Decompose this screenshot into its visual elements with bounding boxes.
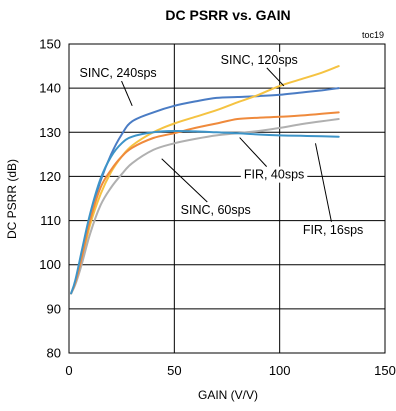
y-tick-label: 150 [39, 37, 61, 52]
y-tick-label: 120 [39, 169, 61, 184]
y-tick-label: 100 [39, 257, 61, 272]
series-line-fir-40sps [70, 111, 340, 295]
annotation-leader-line [266, 67, 285, 87]
annotation-fir-40sps: FIR, 40sps [244, 168, 304, 182]
annotation-background [217, 51, 301, 68]
series-line-fir-16sps [70, 129, 340, 295]
x-axis-label: GAIN (V/V) [198, 388, 258, 402]
x-tick-label: 100 [269, 363, 291, 378]
annotations: SINC, 240sps SINC, 120sps FIR, 40sps SINC, … [76, 51, 367, 238]
series-layer [70, 65, 340, 295]
annotation-leader-line [239, 137, 268, 167]
grid [68, 43, 386, 354]
tick-labels: 80 90 100 110 120 130 140 150 0 50 100 150 [39, 37, 396, 379]
y-tick-label: 110 [40, 213, 61, 228]
series-line-sinc-120sps [70, 65, 340, 295]
annotation-sinc-120sps: SINC, 120sps [221, 53, 298, 67]
annotation-leader-line [314, 143, 332, 222]
annotation-sinc-60sps: SINC, 60sps [181, 203, 251, 217]
x-tick-label: 50 [167, 363, 181, 378]
annotation-leader-line [121, 80, 133, 106]
annotation-leader-line [161, 158, 208, 203]
annotation-background [299, 221, 367, 238]
chart-title: DC PSRR vs. GAIN [165, 7, 290, 23]
x-tick-label: 0 [65, 363, 72, 378]
figure-tag: toc19 [362, 30, 384, 40]
annotation-background [240, 166, 308, 183]
series-line-sinc-60sps [70, 118, 340, 295]
x-tick-label: 150 [374, 363, 396, 378]
series-line-sinc-240sps [70, 87, 340, 295]
annotation-fir-16sps: FIR, 16sps [303, 223, 363, 237]
annotation-background [76, 65, 160, 82]
y-axis-label: DC PSRR (dB) [5, 159, 19, 239]
y-tick-label: 90 [47, 301, 61, 316]
y-tick-label: 130 [39, 125, 61, 140]
plot-frame [68, 43, 386, 354]
y-tick-label: 140 [39, 81, 61, 96]
y-tick-label: 80 [47, 346, 61, 361]
annotation-sinc-240sps: SINC, 240sps [80, 66, 157, 80]
annotation-background [177, 201, 254, 218]
